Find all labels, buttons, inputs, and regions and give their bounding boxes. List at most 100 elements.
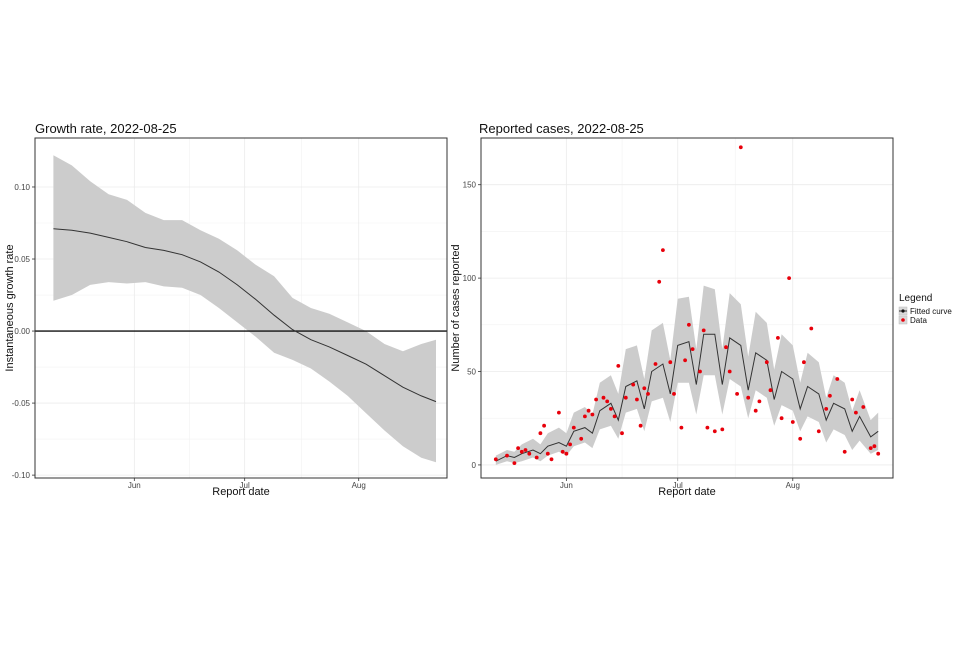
fitted-curve-confidence-band [495, 285, 879, 465]
y-tick-label: 100 [463, 274, 477, 283]
data-point [586, 408, 591, 413]
data-point [768, 388, 773, 393]
reported-cases-title: Reported cases, 2022-08-25 [479, 121, 644, 136]
data-point [746, 395, 751, 400]
data-point [631, 382, 636, 387]
y-tick-label: 0.00 [14, 327, 30, 336]
data-point [609, 407, 613, 411]
data-point [735, 392, 739, 396]
data-point [668, 360, 673, 365]
data-points [493, 145, 881, 465]
y-tick-label: 0 [472, 461, 477, 470]
data-point [549, 457, 554, 462]
data-point [850, 397, 855, 402]
data-point [802, 360, 806, 365]
growth-rate-curve [53, 228, 437, 403]
legend-item-data: Data [898, 315, 927, 325]
data-point [790, 420, 795, 424]
data-point [787, 276, 791, 280]
data-point [646, 392, 650, 396]
data-point [516, 446, 520, 450]
data-point [854, 410, 858, 415]
data-point [679, 425, 684, 430]
legend-item-fitted-curve: Fitted curve [898, 306, 952, 316]
data-point [868, 446, 873, 450]
data-point [764, 360, 769, 365]
data-point [560, 449, 565, 454]
reported-cases-panel-border [480, 137, 894, 479]
data-point [712, 429, 717, 434]
data-point [657, 279, 662, 284]
data-point [779, 416, 784, 421]
data-point [519, 449, 524, 454]
growth-rate-panel: Growth rate, 2022-08-25 -0.10 -0.05 0.00 0.… [4, 121, 448, 498]
data-point [757, 399, 762, 404]
data-point [527, 451, 532, 456]
data-point [828, 393, 832, 398]
data-point [661, 248, 665, 253]
data-point [583, 414, 587, 419]
data-point [638, 423, 643, 428]
y-tick-label: 0.10 [14, 183, 30, 192]
data-point [594, 397, 598, 402]
data-point [672, 392, 676, 396]
legend-key-dot [901, 309, 905, 313]
data-point [653, 362, 658, 366]
data-point [876, 451, 881, 456]
data-point [571, 425, 576, 430]
data-point [798, 436, 803, 441]
data-point [835, 377, 840, 381]
legend-key-data-dot [901, 318, 905, 322]
data-point [816, 429, 821, 434]
data-point [568, 442, 572, 447]
growth-rate-panel-border [34, 137, 448, 479]
data-point [683, 358, 687, 363]
data-point [564, 451, 569, 456]
fitted-curve-line [495, 333, 879, 462]
data-point [753, 408, 758, 413]
legend-title: Legend [899, 293, 932, 304]
data-point [612, 414, 617, 419]
data-point [545, 451, 550, 456]
data-point [809, 326, 814, 331]
y-tick-label: -0.10 [12, 471, 31, 480]
x-tick-label: Jul [673, 481, 683, 490]
data-point [687, 322, 691, 327]
data-point [698, 369, 702, 374]
reported-cases-x-axis-label: Report date [658, 486, 715, 498]
data-point [579, 436, 584, 441]
data-point [738, 145, 743, 150]
growth-rate-title: Growth rate, 2022-08-25 [35, 121, 177, 136]
x-tick-label: Jun [560, 481, 573, 490]
data-point [724, 345, 728, 350]
data-point [542, 423, 546, 428]
x-tick-label: Aug [786, 481, 800, 490]
x-tick-label: Jul [240, 481, 250, 490]
data-point [701, 328, 706, 333]
data-point [601, 395, 606, 400]
y-tick-label: 150 [463, 181, 477, 190]
growth-rate-x-axis-label: Report date [212, 486, 269, 498]
data-point [605, 399, 610, 404]
data-point [505, 453, 509, 458]
data-point [824, 407, 829, 411]
legend: Legend Fitted curve Data [898, 293, 952, 325]
data-point [590, 412, 595, 417]
data-point [538, 431, 543, 436]
data-point [534, 455, 539, 460]
reported-cases-y-axis-label: Number of cases reported [450, 244, 462, 371]
data-point [690, 347, 695, 351]
data-point [493, 457, 498, 462]
data-point [872, 444, 877, 449]
data-point [776, 336, 780, 340]
growth-rate-y-axis-label: Instantaneous growth rate [4, 244, 16, 371]
data-point [642, 386, 647, 391]
growth-rate-x-ticks: Jun Jul Aug [128, 478, 366, 490]
growth-rate-confidence-band [53, 155, 437, 463]
data-point [620, 431, 624, 436]
y-tick-label: 0.05 [14, 255, 30, 264]
data-point [635, 397, 639, 402]
y-tick-label: -0.05 [12, 399, 31, 408]
data-point [523, 448, 528, 452]
data-point [720, 427, 725, 432]
